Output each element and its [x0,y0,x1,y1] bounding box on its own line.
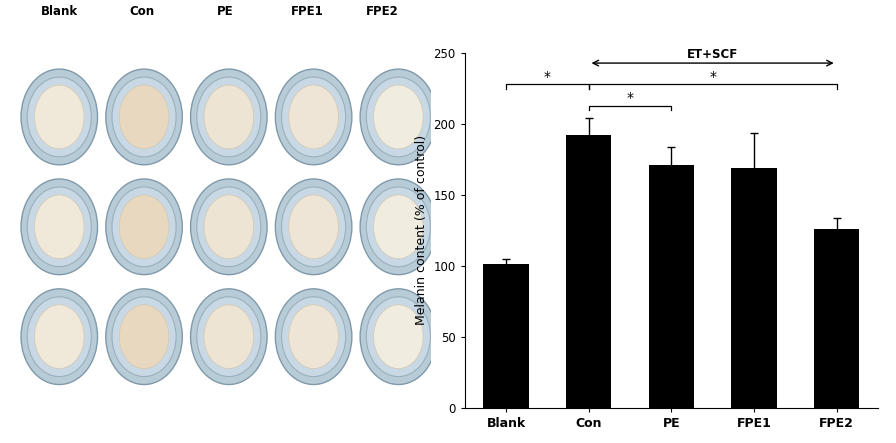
Ellipse shape [360,289,436,385]
Text: Con: Con [129,5,154,18]
Ellipse shape [119,195,168,259]
Ellipse shape [197,77,261,157]
Ellipse shape [289,195,339,259]
Text: *: * [709,70,716,84]
Text: *: * [544,70,551,84]
Ellipse shape [275,289,352,385]
Ellipse shape [281,187,346,267]
Ellipse shape [34,85,84,149]
Bar [566,136,611,408]
Y-axis label: Melanin content (% of control): Melanin content (% of control) [415,135,427,326]
Ellipse shape [27,297,91,377]
Ellipse shape [204,85,254,149]
Ellipse shape [374,85,423,149]
Ellipse shape [191,179,267,275]
Ellipse shape [197,187,261,267]
Ellipse shape [112,77,177,157]
Ellipse shape [106,289,182,385]
Ellipse shape [21,179,98,275]
Ellipse shape [289,305,339,369]
Text: FPE1: FPE1 [291,5,323,18]
Ellipse shape [197,297,261,377]
Bar [483,264,529,408]
Text: PE: PE [216,5,233,18]
Bar [814,229,859,408]
Ellipse shape [191,69,267,165]
Ellipse shape [27,77,91,157]
Ellipse shape [366,297,430,377]
Ellipse shape [366,77,430,157]
Text: FPE2: FPE2 [366,5,398,18]
Ellipse shape [106,69,182,165]
Ellipse shape [112,297,177,377]
Ellipse shape [360,69,436,165]
Bar [649,165,694,408]
Ellipse shape [191,289,267,385]
Ellipse shape [21,289,98,385]
Text: Blank: Blank [40,5,78,18]
Ellipse shape [119,85,168,149]
Ellipse shape [275,69,352,165]
Ellipse shape [275,179,352,275]
Ellipse shape [204,195,254,259]
Ellipse shape [34,195,84,259]
Ellipse shape [281,297,346,377]
Ellipse shape [106,179,182,275]
Ellipse shape [366,187,430,267]
Bar [731,168,777,408]
Ellipse shape [112,187,177,267]
Ellipse shape [34,305,84,369]
Ellipse shape [374,195,423,259]
Ellipse shape [374,305,423,369]
Text: *: * [626,91,633,105]
Ellipse shape [360,179,436,275]
Text: ET+SCF: ET+SCF [687,48,738,61]
Ellipse shape [119,305,168,369]
Ellipse shape [289,85,339,149]
Ellipse shape [21,69,98,165]
Ellipse shape [27,187,91,267]
Ellipse shape [204,305,254,369]
Ellipse shape [281,77,346,157]
